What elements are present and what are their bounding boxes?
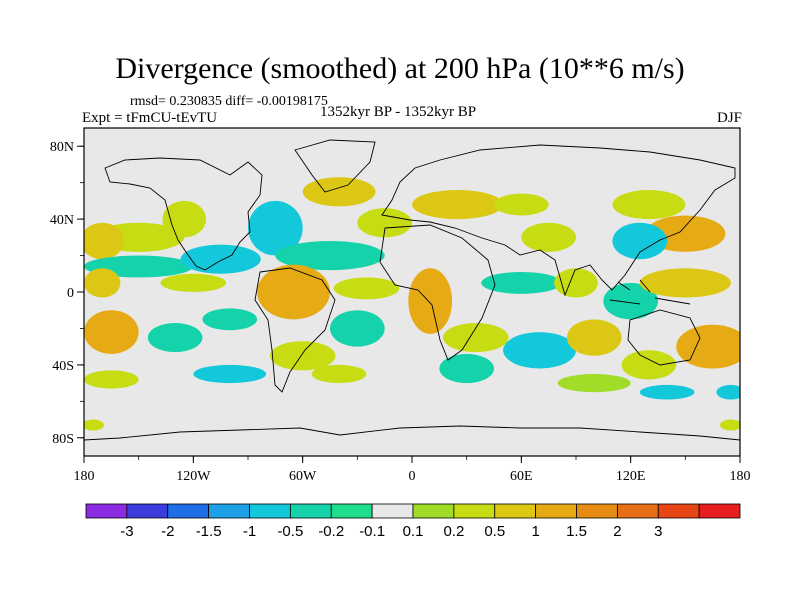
field-region-29 bbox=[442, 322, 509, 353]
y-tick-label-4: 80S bbox=[52, 432, 74, 447]
field-region-39 bbox=[639, 384, 695, 400]
y-axis: 80N 40N 0 40S 80S bbox=[50, 140, 84, 447]
x-tick-label-2: 60W bbox=[289, 469, 317, 484]
x-axis: 180 120W 60W 0 60E 120E 180 bbox=[74, 456, 751, 484]
y-tick-label-1: 40N bbox=[50, 213, 74, 228]
field-region-17 bbox=[257, 264, 330, 320]
y-tick-label-2: 0 bbox=[67, 286, 74, 301]
colorbar-label-6: -0.1 bbox=[359, 523, 385, 540]
field-region-38 bbox=[557, 374, 631, 393]
field-region-28 bbox=[330, 310, 385, 347]
x-tick-label-1: 120W bbox=[176, 469, 211, 484]
field-region-13 bbox=[612, 222, 668, 260]
colorbar-swatch-5 bbox=[289, 503, 332, 519]
colorbar-label-2: -1.5 bbox=[196, 523, 222, 540]
field-region-23 bbox=[639, 268, 731, 298]
stats-text: rmsd= 0.230835 diff= -0.00198175 bbox=[130, 94, 328, 109]
colorbar-swatch-15 bbox=[698, 503, 741, 519]
colorbar-label-4: -0.5 bbox=[277, 523, 303, 540]
colorbar-swatch-2 bbox=[167, 503, 210, 519]
x-tick-label-3: 0 bbox=[409, 469, 416, 484]
colorbar-swatch-7 bbox=[371, 503, 414, 519]
colorbar-swatch-9 bbox=[453, 503, 496, 519]
colorbar-label-7: 0.1 bbox=[403, 523, 424, 540]
field-region-19 bbox=[408, 268, 453, 334]
colorbar-swatch-12 bbox=[576, 503, 618, 519]
colorbar-swatch-13 bbox=[616, 503, 659, 519]
field-region-6 bbox=[275, 240, 385, 271]
field-region-4 bbox=[180, 244, 261, 274]
colorbar-label-9: 0.5 bbox=[484, 523, 505, 540]
field-region-21 bbox=[554, 268, 598, 298]
field-region-24 bbox=[84, 310, 139, 354]
field-region-15 bbox=[84, 268, 121, 298]
colorbar-label-5: -0.2 bbox=[318, 523, 344, 540]
field-region-9 bbox=[412, 189, 504, 220]
field-region-27 bbox=[269, 341, 336, 371]
field-region-26 bbox=[202, 308, 258, 331]
colorbar-label-8: 0.2 bbox=[443, 523, 464, 540]
field-region-30 bbox=[439, 353, 494, 384]
colorbar-swatch-4 bbox=[249, 503, 291, 519]
colorbar-label-10: 1 bbox=[531, 523, 539, 540]
field-region-31 bbox=[503, 332, 576, 369]
colorbar-label-0: -3 bbox=[120, 523, 133, 540]
y-tick-label-0: 80N bbox=[50, 140, 74, 155]
season-label: DJF bbox=[716, 110, 742, 126]
field-region-16 bbox=[160, 273, 227, 292]
divergence-field bbox=[84, 177, 740, 431]
field-region-41 bbox=[84, 419, 105, 431]
field-region-36 bbox=[193, 364, 267, 384]
colorbar-swatch-11 bbox=[535, 503, 577, 519]
field-region-5 bbox=[248, 200, 303, 256]
x-tick-label-4: 60E bbox=[510, 469, 533, 484]
x-tick-label-0: 180 bbox=[74, 469, 95, 484]
colorbar-swatch-14 bbox=[657, 503, 700, 519]
colorbar-label-13: 3 bbox=[654, 523, 662, 540]
field-region-14 bbox=[612, 189, 686, 220]
field-region-8 bbox=[357, 208, 412, 238]
field-region-10 bbox=[493, 193, 549, 216]
field-region-11 bbox=[521, 222, 577, 252]
field-region-35 bbox=[84, 370, 139, 389]
field-region-22 bbox=[603, 282, 659, 320]
colorbar-label-11: 1.5 bbox=[566, 523, 587, 540]
field-region-40 bbox=[716, 384, 740, 400]
colorbar-label-3: -1 bbox=[243, 523, 256, 540]
field-region-42 bbox=[719, 419, 740, 431]
field-region-34 bbox=[676, 324, 740, 369]
x-tick-label-5: 120E bbox=[616, 469, 646, 484]
field-region-32 bbox=[566, 319, 622, 356]
field-region-1 bbox=[84, 222, 125, 260]
experiment-label: Expt = tFmCU-tEvTU bbox=[82, 110, 218, 126]
colorbar-label-1: -2 bbox=[161, 523, 174, 540]
colorbar-swatch-0 bbox=[85, 503, 128, 519]
field-region-7 bbox=[302, 177, 376, 207]
field-region-2 bbox=[162, 200, 207, 238]
coastlines bbox=[84, 139, 740, 441]
field-region-33 bbox=[621, 350, 677, 380]
colorbar-swatch-3 bbox=[208, 503, 250, 519]
field-region-18 bbox=[333, 277, 400, 300]
colorbar: -3 -2 -1.5 -1 -0.5 -0.2 -0.1 0.1 0.2 0.5 1 1.5 2 3 bbox=[85, 503, 741, 540]
colorbar-swatch-1 bbox=[126, 503, 169, 519]
period-label: 1352kyr BP - 1352kyr BP bbox=[320, 104, 477, 120]
field-region-25 bbox=[147, 322, 203, 353]
colorbar-swatch-6 bbox=[330, 503, 373, 519]
x-tick-label-6: 180 bbox=[730, 469, 751, 484]
field-region-20 bbox=[481, 271, 562, 294]
colorbar-label-12: 2 bbox=[613, 523, 621, 540]
colorbar-swatch-10 bbox=[494, 503, 537, 519]
y-tick-label-3: 40S bbox=[52, 359, 74, 374]
chart-title: Divergence (smoothed) at 200 hPa (10**6 … bbox=[115, 52, 685, 85]
colorbar-swatch-8 bbox=[412, 503, 455, 519]
field-region-37 bbox=[311, 364, 367, 384]
